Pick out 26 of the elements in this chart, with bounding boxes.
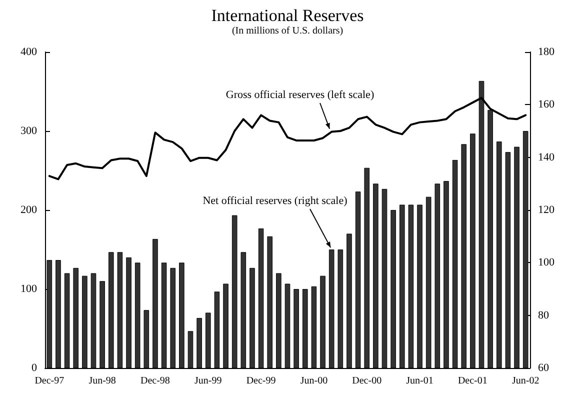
- x-tick-label: Dec-97: [34, 376, 64, 386]
- series-label: Net official reserves (right scale): [202, 195, 348, 207]
- y-tick-label: 0: [32, 362, 38, 374]
- y-tick-label: 100: [20, 283, 38, 295]
- x-tick-label: Dec-99: [246, 376, 276, 386]
- y2-tick-label: 60: [538, 362, 550, 374]
- x-tick-label: Jun-00: [300, 376, 328, 386]
- y-tick-label: 200: [20, 204, 38, 216]
- x-tick-label: Jun-99: [194, 376, 222, 386]
- x-tick-label: Jun-98: [88, 376, 116, 386]
- chart-subtitle: (In millions of U.S. dollars): [232, 26, 344, 36]
- x-tick-label: Dec-01: [458, 376, 488, 386]
- x-tick-label: Dec-00: [352, 376, 382, 386]
- x-tick-label: Dec-98: [140, 376, 170, 386]
- y2-tick-label: 120: [538, 204, 555, 216]
- y2-tick-label: 160: [538, 98, 555, 111]
- chart-title: International Reserves: [211, 6, 364, 25]
- series-label: Gross official reserves (left scale): [226, 89, 374, 101]
- x-tick-label: Jun-01: [406, 376, 434, 386]
- y2-tick-label: 180: [538, 46, 555, 58]
- y2-tick-label: 80: [538, 309, 550, 322]
- y-tick-label: 400: [20, 46, 38, 58]
- y2-tick-label: 140: [538, 151, 555, 164]
- x-tick-label: Jun-02: [512, 376, 540, 386]
- y2-tick-label: 100: [538, 256, 555, 269]
- y-tick-label: 300: [20, 125, 38, 137]
